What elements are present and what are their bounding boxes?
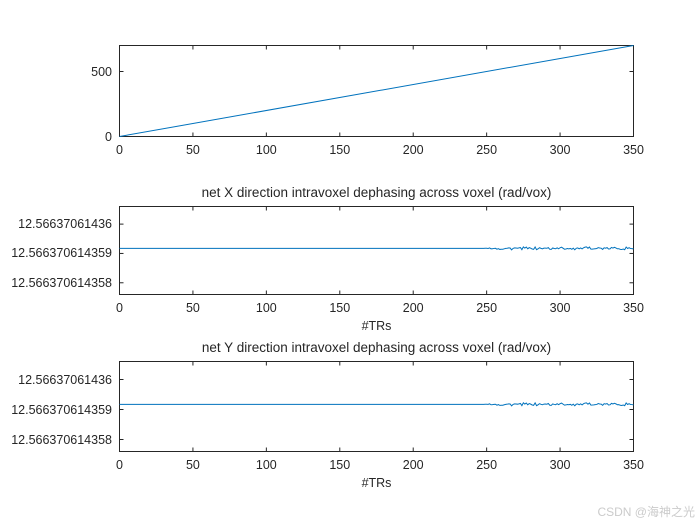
series-line-net-y-dephasing xyxy=(119,401,634,407)
x-tick-label: 300 xyxy=(549,143,571,157)
x-tick-label: 250 xyxy=(476,143,498,157)
x-axis-label: #TRs xyxy=(361,476,392,490)
y-tick-label: 12.56637061436 xyxy=(18,217,112,232)
plot-area-linear-ramp xyxy=(119,45,634,137)
x-tick-label: 0 xyxy=(116,143,123,157)
axes-box xyxy=(119,45,634,137)
plot-area-net-x-dephasing xyxy=(119,206,634,295)
x-axis-label: #TRs xyxy=(361,319,392,333)
series-line-net-x-dephasing xyxy=(119,245,634,251)
y-tick-label: 0 xyxy=(105,129,112,144)
y-tick-label: 12.566370614359 xyxy=(11,246,112,261)
x-tick-label: 200 xyxy=(402,301,424,315)
x-tick-label: 300 xyxy=(549,301,571,315)
plot-title: net X direction intravoxel dephasing acr… xyxy=(201,185,552,200)
x-tick-label: 50 xyxy=(185,143,200,157)
x-tick-label: 100 xyxy=(255,458,277,472)
x-tick-label: 150 xyxy=(329,458,351,472)
y-tick-label: 500 xyxy=(91,64,112,79)
x-tick-label: 200 xyxy=(402,143,424,157)
x-tick-label: 150 xyxy=(329,301,351,315)
plot-area-net-y-dephasing xyxy=(119,361,634,452)
series-line-linear-ramp xyxy=(119,45,634,137)
x-tick-label: 350 xyxy=(623,143,644,157)
x-tick-label: 0 xyxy=(116,458,123,472)
x-tick-label: 50 xyxy=(185,301,200,315)
x-tick-label: 250 xyxy=(476,301,498,315)
axes-box xyxy=(119,206,634,295)
x-tick-label: 150 xyxy=(329,143,351,157)
x-tick-label: 350 xyxy=(623,458,644,472)
csdn-watermark: CSDN @海神之光 xyxy=(597,505,695,519)
y-tick-label: 12.566370614358 xyxy=(11,432,112,447)
plot-title: net Y direction intravoxel dephasing acr… xyxy=(201,340,552,355)
y-tick-label: 12.56637061436 xyxy=(18,372,112,387)
x-tick-label: 200 xyxy=(402,458,424,472)
x-tick-label: 100 xyxy=(255,301,277,315)
x-tick-label: 300 xyxy=(549,458,571,472)
x-tick-label: 250 xyxy=(476,458,498,472)
y-tick-label: 12.566370614358 xyxy=(11,275,112,290)
x-tick-label: 350 xyxy=(623,301,644,315)
x-tick-label: 100 xyxy=(255,143,277,157)
x-tick-label: 0 xyxy=(116,301,123,315)
axes-box xyxy=(119,361,634,452)
y-tick-label: 12.566370614359 xyxy=(11,402,112,417)
x-tick-label: 50 xyxy=(185,458,200,472)
